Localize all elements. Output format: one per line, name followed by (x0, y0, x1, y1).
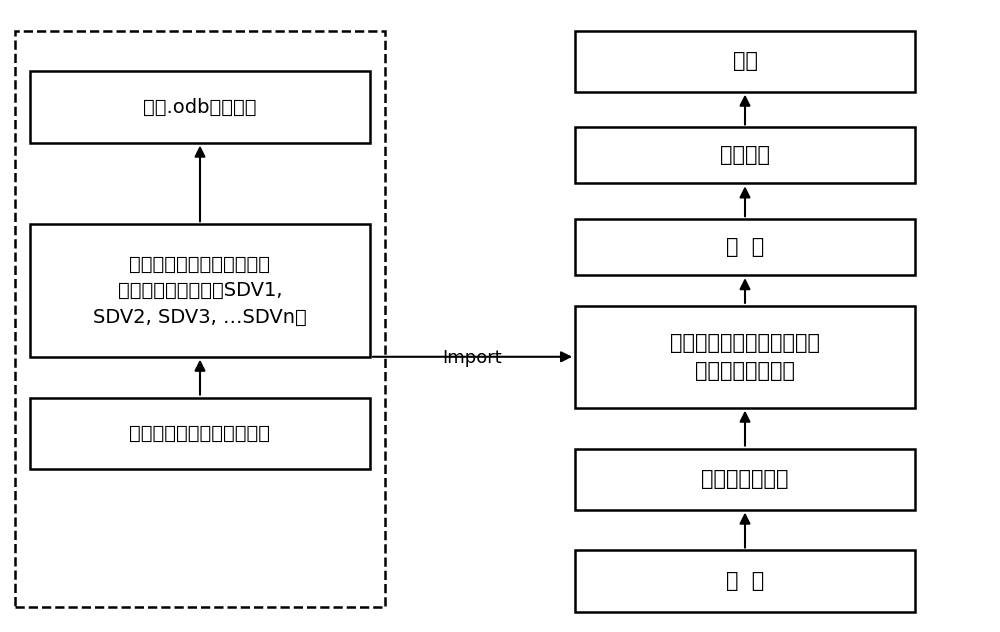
Bar (30, 71, 370, 143)
Bar (575, 550, 915, 612)
Bar (30, 224, 370, 357)
Text: Import: Import (442, 349, 502, 367)
Text: 输出.odb结果文件: 输出.odb结果文件 (143, 97, 257, 116)
Text: 复合材料壳体低速冲击仿真: 复合材料壳体低速冲击仿真 (130, 423, 270, 443)
Bar (575, 128, 915, 183)
Text: 结束: 结束 (732, 51, 758, 71)
Bar (575, 306, 915, 408)
Text: 开  始: 开 始 (726, 571, 764, 591)
Bar (575, 449, 915, 509)
Bar (575, 30, 915, 92)
Text: 建立有限元模型: 建立有限元模型 (701, 469, 789, 489)
Text: 输出结果: 输出结果 (720, 145, 770, 166)
Text: 对模型施加预定义场变量，
导入初始损伤信息: 对模型施加预定义场变量， 导入初始损伤信息 (670, 333, 820, 380)
Bar (575, 219, 915, 275)
Text: 设置需要输出代表不同失效
模式的场变量信息（SDV1,
SDV2, SDV3, …SDVn）: 设置需要输出代表不同失效 模式的场变量信息（SDV1, SDV2, SDV3, … (93, 255, 307, 327)
Bar (15, 30, 385, 607)
Text: 求  解: 求 解 (726, 237, 764, 257)
Bar (30, 398, 370, 469)
